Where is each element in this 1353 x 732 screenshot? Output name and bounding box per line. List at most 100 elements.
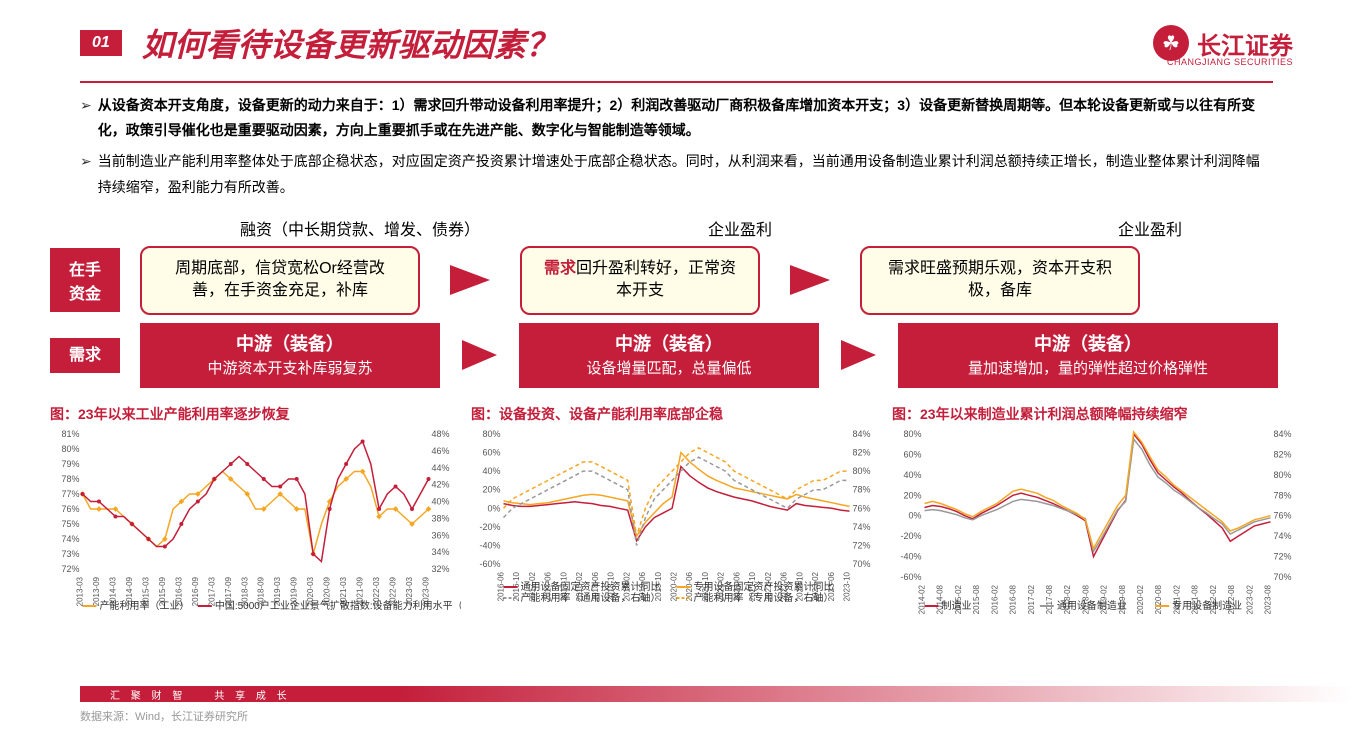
- flow-box: 需求回升盈利转好，正常资本开支: [520, 246, 760, 315]
- bullet-text: 从设备资本开支角度，设备更新的动力来自于：1）需求回升带动设备利用率提升；2）利…: [98, 93, 1273, 143]
- svg-text:2017-02: 2017-02: [1027, 584, 1036, 614]
- chart-title: 图：23年以来工业产能利用率逐步恢复: [50, 404, 461, 424]
- svg-text:40%: 40%: [482, 466, 500, 476]
- svg-text:-20%: -20%: [900, 531, 921, 541]
- svg-text:78%: 78%: [61, 474, 79, 484]
- chart-title: 图：设备投资、设备产能利用率底部企稳: [471, 404, 882, 424]
- svg-text:34%: 34%: [432, 547, 450, 557]
- chart-svg: -60%-40%-20%0%20%40%60%80%70%72%74%76%78…: [892, 429, 1303, 619]
- svg-text:2016-09: 2016-09: [191, 576, 200, 606]
- svg-text:76%: 76%: [61, 504, 79, 514]
- svg-text:36%: 36%: [432, 530, 450, 540]
- row-label: 需求: [50, 338, 120, 373]
- svg-text:80%: 80%: [1274, 470, 1292, 480]
- svg-text:44%: 44%: [432, 463, 450, 473]
- svg-text:2020-08: 2020-08: [1154, 584, 1163, 614]
- svg-text:40%: 40%: [903, 470, 921, 480]
- svg-text:20%: 20%: [903, 490, 921, 500]
- svg-text:-40%: -40%: [479, 540, 500, 550]
- svg-text:74%: 74%: [61, 534, 79, 544]
- svg-text:72%: 72%: [1274, 552, 1292, 562]
- footer-bar: 汇 聚 财 智 共 享 成 长: [80, 686, 1353, 702]
- chart-svg: 72%73%74%75%76%77%78%79%80%81%32%34%36%3…: [50, 429, 461, 619]
- svg-text:72%: 72%: [853, 540, 871, 550]
- svg-text:78%: 78%: [853, 485, 871, 495]
- svg-text:-60%: -60%: [900, 572, 921, 582]
- svg-text:73%: 73%: [61, 549, 79, 559]
- svg-text:制造业: 制造业: [942, 599, 972, 612]
- svg-text:42%: 42%: [432, 480, 450, 490]
- svg-text:通用设备制造业: 通用设备制造业: [1057, 599, 1127, 612]
- svg-text:75%: 75%: [61, 519, 79, 529]
- charts-row: 图：23年以来工业产能利用率逐步恢复 72% 73% 74% 75% 76% 77% 78%…: [0, 396, 1353, 624]
- svg-text:专用设备制造业: 专用设备制造业: [1172, 599, 1242, 612]
- svg-text:60%: 60%: [482, 448, 500, 458]
- arrow-icon: [450, 265, 490, 295]
- svg-text:2014-02: 2014-02: [918, 584, 927, 614]
- svg-text:82%: 82%: [853, 448, 871, 458]
- svg-text:46%: 46%: [432, 446, 450, 456]
- data-source: 数据来源：Wind，长江证券研究所: [80, 708, 248, 724]
- svg-text:80%: 80%: [482, 429, 500, 439]
- svg-text:78%: 78%: [1274, 490, 1292, 500]
- chart-svg: -60% -40% -20% 0% 20% 40% 60% 80% 70% 72% 74% 76% 78…: [471, 429, 882, 619]
- chart-2: 图：设备投资、设备产能利用率底部企稳 -60% -40% -20% 0% 20% 40% 6…: [471, 404, 882, 624]
- bullet-icon: ➢: [80, 93, 92, 143]
- svg-text:80%: 80%: [853, 466, 871, 476]
- svg-text:74%: 74%: [1274, 531, 1292, 541]
- title-underline: [80, 81, 1273, 83]
- svg-text:产能利用率（通用设备，右轴）: 产能利用率（通用设备，右轴）: [521, 591, 661, 604]
- svg-text:0%: 0%: [487, 503, 500, 513]
- svg-text:产能利用率（专用设备，右轴）: 产能利用率（专用设备，右轴）: [694, 591, 834, 604]
- arrow-icon: [841, 340, 876, 370]
- svg-text:72%: 72%: [61, 564, 79, 574]
- svg-text:70%: 70%: [853, 559, 871, 569]
- svg-text:2016-02: 2016-02: [990, 584, 999, 614]
- footer-tagline: 汇 聚 财 智 共 享 成 长: [80, 687, 291, 702]
- svg-text:82%: 82%: [1274, 449, 1292, 459]
- chart-3: 图：23年以来制造业累计利润总额降幅持续缩窄 -60% -40% -20% 0% 20%…: [892, 404, 1303, 624]
- section-number: 01: [80, 30, 122, 56]
- svg-text:中国:5000户工业企业景气扩散指数:设备能力利用水平（右轴: 中国:5000户工业企业景气扩散指数:设备能力利用水平（右轴）: [215, 599, 461, 612]
- svg-text:-60%: -60%: [479, 559, 500, 569]
- svg-text:38%: 38%: [432, 513, 450, 523]
- svg-text:77%: 77%: [61, 489, 79, 499]
- svg-text:通用设备固定资产投资累计同比: 通用设备固定资产投资累计同比: [521, 580, 661, 593]
- chart-1: 图：23年以来工业产能利用率逐步恢复 72% 73% 74% 75% 76% 77% 78%…: [50, 404, 461, 624]
- svg-text:80%: 80%: [61, 444, 79, 454]
- header: 01 如何看待设备更新驱动因素？: [0, 0, 1353, 76]
- bullet-icon: ➢: [80, 149, 92, 199]
- flow-top-labels: 融资（中长期贷款、增发、债券） 企业盈利 企业盈利: [50, 216, 1303, 240]
- svg-text:32%: 32%: [432, 564, 450, 574]
- svg-text:产能利用率（工业）: 产能利用率（工业）: [100, 599, 190, 612]
- svg-text:84%: 84%: [853, 429, 871, 439]
- flow-box: 中游（装备） 设备增量匹配，总量偏低: [519, 323, 819, 389]
- svg-text:74%: 74%: [853, 522, 871, 532]
- row-label: 在手资金: [50, 248, 120, 312]
- flow-row-demand: 需求 中游（装备） 中游资本开支补库弱复苏 中游（装备） 设备增量匹配，总量偏低…: [50, 323, 1303, 389]
- logo-icon: ☘: [1153, 25, 1189, 61]
- bullet-text: 当前制造业产能利用率整体处于底部企稳状态，对应固定资产投资累计增速处于底部企稳状…: [98, 149, 1273, 199]
- svg-text:2016-08: 2016-08: [1009, 584, 1018, 614]
- svg-text:20%: 20%: [482, 485, 500, 495]
- svg-text:2013-03: 2013-03: [76, 576, 85, 606]
- page-title: 如何看待设备更新驱动因素？: [142, 20, 558, 66]
- chart-title: 图：23年以来制造业累计利润总额降幅持续缩窄: [892, 404, 1303, 424]
- svg-text:70%: 70%: [1274, 572, 1292, 582]
- svg-text:-20%: -20%: [479, 522, 500, 532]
- svg-text:76%: 76%: [853, 503, 871, 513]
- arrow-icon: [790, 265, 830, 295]
- svg-text:80%: 80%: [903, 429, 921, 439]
- svg-text:0%: 0%: [908, 511, 921, 521]
- svg-text:2015-08: 2015-08: [972, 584, 981, 614]
- arrow-icon: [462, 340, 497, 370]
- flow-box: 周期底部，信贷宽松Or经营改善，在手资金充足，补库: [140, 246, 420, 315]
- svg-text:-40%: -40%: [900, 552, 921, 562]
- svg-text:79%: 79%: [61, 459, 79, 469]
- bullet-item: ➢ 当前制造业产能利用率整体处于底部企稳状态，对应固定资产投资累计增速处于底部企…: [80, 149, 1273, 199]
- svg-text:40%: 40%: [432, 497, 450, 507]
- bullet-list: ➢ 从设备资本开支角度，设备更新的动力来自于：1）需求回升带动设备利用率提升；2…: [0, 93, 1353, 200]
- svg-text:2020-02: 2020-02: [1136, 584, 1145, 614]
- logo-subtitle: CHANGJIANG SECURITIES: [1167, 57, 1293, 67]
- flow-label: 融资（中长期贷款、增发、债券）: [190, 216, 530, 240]
